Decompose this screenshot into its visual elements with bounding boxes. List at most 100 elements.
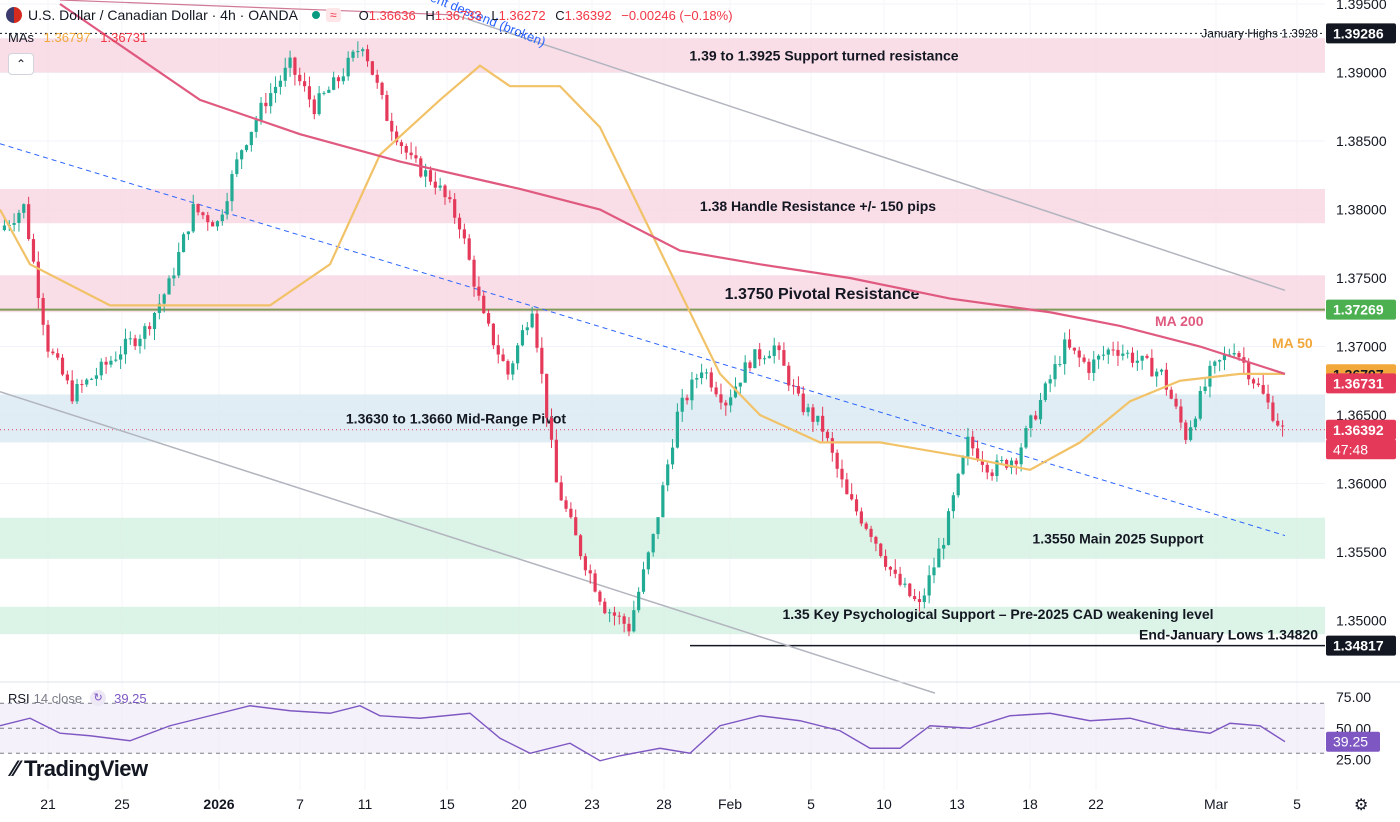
candle-up (351, 51, 355, 58)
time-tick-label: 23 (584, 796, 600, 812)
symbol-header[interactable]: U.S. Dollar / Canadian Dollar · 4h · OAN… (6, 5, 733, 25)
candle-up (254, 120, 258, 132)
candle-up (1155, 371, 1159, 377)
candle-up (162, 294, 166, 304)
candle-up (240, 150, 244, 160)
candle-down (1067, 339, 1072, 348)
candle-down (264, 102, 268, 107)
candle-up (230, 174, 234, 202)
candle-down (1179, 406, 1183, 423)
candle-down (414, 155, 418, 159)
candle-up (675, 411, 679, 448)
candle-up (22, 204, 26, 213)
candle-up (138, 338, 142, 347)
candle-up (695, 378, 699, 380)
candle-up (438, 185, 442, 188)
candle-up (259, 102, 263, 121)
price-axis[interactable]: 1.39500 1.39000 1.38500 1.38000 1.37500 1.370… (1326, 0, 1396, 656)
candle-up (85, 379, 89, 385)
candle-down (1184, 422, 1188, 440)
candle-down (811, 407, 815, 422)
candle-down (133, 338, 137, 347)
price-tick-label: 1.38500 (1336, 133, 1387, 149)
wave-icon[interactable]: ≈ (326, 8, 341, 22)
zone-resistance (0, 38, 1325, 73)
candle-down (917, 599, 922, 603)
candle-down (385, 94, 389, 121)
candle-up (1019, 447, 1023, 465)
zone-support (0, 606, 1325, 635)
candle-down (554, 439, 558, 483)
candle-up (680, 397, 684, 412)
candle-down (399, 142, 404, 147)
close-key: C (555, 7, 565, 23)
candle-down (201, 212, 205, 216)
candle-up (937, 548, 941, 568)
candle-up (966, 436, 970, 457)
candle-down (486, 313, 491, 324)
zone-label: 1.39 to 1.3925 Support turned resistance (689, 47, 958, 63)
candle-down (1014, 460, 1018, 465)
support-resistance-zones: 1.39 to 1.3925 Support turned resistance… (0, 38, 1325, 635)
candle-down (888, 566, 893, 570)
candle-down (598, 591, 602, 602)
symbol-title[interactable]: U.S. Dollar / Canadian Dollar · 4h · OAN… (28, 7, 298, 23)
change-value: −0.00246 (−0.18%) (621, 7, 733, 23)
candle-up (666, 464, 670, 486)
rsi-legend[interactable]: RSI 14 close ↻ 39.25 (8, 690, 147, 706)
candle-down (549, 417, 554, 440)
level-label: End-January Lows 1.34820 (1139, 627, 1318, 643)
candle-down (472, 259, 476, 287)
candle-up (942, 544, 946, 549)
time-tick-label: 18 (1022, 796, 1038, 812)
candle-down (1169, 389, 1173, 399)
collapse-legend-button[interactable]: ⌃ (8, 53, 34, 75)
candle-up (114, 359, 118, 361)
open-key: O (358, 7, 369, 23)
rsi-band (0, 703, 1325, 754)
candle-down (574, 517, 578, 536)
price-tick-label: 1.36000 (1336, 476, 1387, 492)
time-tick-label: 7 (296, 796, 304, 812)
candle-up (946, 511, 951, 545)
candle-up (729, 397, 733, 406)
candle-down (1077, 350, 1081, 358)
candle-up (75, 384, 79, 402)
settings-gear-icon[interactable]: ⚙ (1354, 797, 1369, 814)
candle-down (80, 384, 84, 386)
rsi-tick-label: 75.00 (1336, 689, 1371, 705)
trendline (0, 390, 936, 694)
refresh-icon[interactable]: ↻ (90, 690, 107, 706)
candle-up (346, 57, 350, 77)
candle-down (975, 448, 980, 461)
candle-down (545, 373, 549, 418)
price-label-bg (1326, 419, 1396, 440)
candle-up (816, 415, 820, 422)
candle-up (89, 378, 94, 380)
candle-down (874, 536, 878, 544)
candle-up (220, 214, 224, 222)
close-value: 1.36392 (564, 7, 612, 23)
time-tick-label: 28 (656, 796, 672, 812)
usd-cad-flag-icon (6, 7, 22, 23)
candle-down (307, 86, 312, 100)
price-label: 1.34817 (1333, 638, 1384, 654)
candle-down (583, 556, 588, 571)
rsi-label: RSI (8, 690, 30, 706)
time-axis[interactable]: 21 25 2026 7 11 15 20 23 28 Feb 5 10 13 18 22 Mar 5 (40, 796, 1301, 812)
candle-down (60, 357, 65, 375)
candle-down (578, 535, 583, 557)
zone-label: 1.35 Key Psychological Support – Pre-202… (782, 606, 1213, 622)
candle-down (1034, 415, 1038, 420)
tradingview-logo[interactable]: ⁄⁄ TradingView (12, 756, 148, 781)
candle-down (864, 523, 868, 529)
candle-down (593, 573, 597, 592)
candle-down (821, 415, 825, 432)
candle-down (758, 349, 762, 360)
moving-averages-legend[interactable]: MAs 1.36797 1.36731 (8, 30, 147, 45)
candle-up (641, 569, 646, 592)
candle-down (1280, 425, 1285, 427)
zone-resistance (0, 275, 1325, 313)
candle-up (99, 361, 103, 376)
